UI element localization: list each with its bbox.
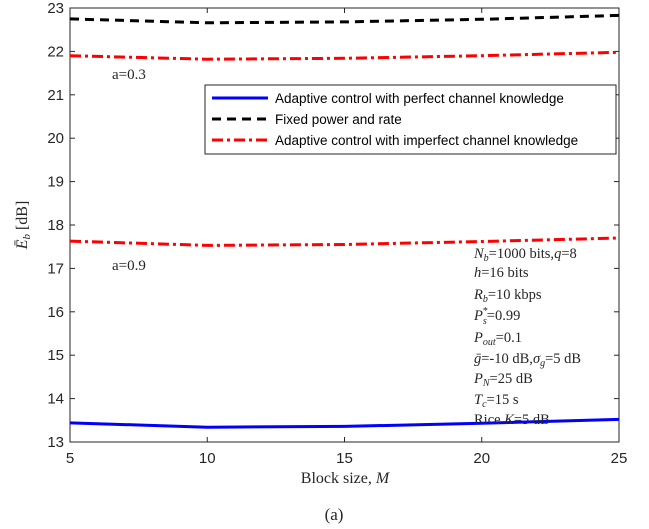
param-tc: Tc=15 s (474, 392, 519, 410)
y-tick-label: 17 (47, 260, 64, 277)
param-ps: P* s=0.99 (473, 306, 520, 327)
parameter-list: Nb=1000 bits,q=8 h=16 bits Rb=10 kbps P*… (473, 246, 581, 428)
param-h: h=16 bits (474, 265, 529, 281)
y-tick-label: 23 (47, 0, 64, 17)
legend: Adaptive control with perfect channel kn… (204, 84, 617, 155)
x-axis: 5 10 15 20 25 (66, 8, 628, 467)
y-tick-label: 19 (47, 174, 64, 191)
y-tick-label: 16 (47, 304, 64, 321)
legend-box (204, 84, 617, 155)
y-axis-label: Ēb [dB] (14, 201, 33, 251)
param-g: ḡ=-10 dB,σg=5 dB (474, 351, 581, 369)
y-tick-label: 15 (47, 347, 64, 364)
y-tick-label: 20 (47, 130, 64, 147)
param-pout: Pout=0.1 (473, 330, 522, 348)
legend-label-fixed: Fixed power and rate (275, 112, 402, 127)
param-pn: PN=25 dB (473, 371, 533, 389)
y-tick-label: 21 (47, 87, 64, 104)
y-tick-label: 22 (47, 43, 64, 60)
y-tick-label: 18 (47, 217, 64, 234)
plot-area (69, 7, 620, 443)
series-line-0 (69, 417, 620, 429)
y-tick-label: 13 (47, 434, 64, 451)
series-group (69, 13, 620, 429)
x-tick-label: 20 (473, 450, 490, 467)
legend-label-perfect: Adaptive control with perfect channel kn… (275, 91, 564, 106)
x-axis-label: Block size, M (301, 470, 391, 487)
param-rb: Rb=10 kbps (473, 287, 542, 305)
param-rice: Rice K=5 dB (474, 412, 550, 428)
series-line-3 (69, 236, 620, 247)
x-tick-label: 10 (199, 450, 216, 467)
figure-caption: (a) (325, 505, 344, 524)
series-line-2 (69, 50, 620, 61)
x-tick-label: 15 (336, 450, 353, 467)
svg-text:Ēb [dB]: Ēb [dB] (14, 201, 33, 251)
annotation-a09: a=0.9 (112, 258, 146, 274)
param-nb: Nb=1000 bits,q=8 (473, 246, 577, 264)
annotation-a03: a=0.3 (112, 67, 146, 83)
series-line-1 (69, 13, 620, 25)
x-tick-label: 5 (66, 450, 74, 467)
y-tick-label: 14 (47, 391, 64, 408)
x-tick-label: 25 (611, 450, 628, 467)
y-axis: 13 14 15 16 17 18 19 20 21 22 23 (47, 0, 619, 451)
legend-label-imperfect: Adaptive control with imperfect channel … (275, 133, 578, 148)
